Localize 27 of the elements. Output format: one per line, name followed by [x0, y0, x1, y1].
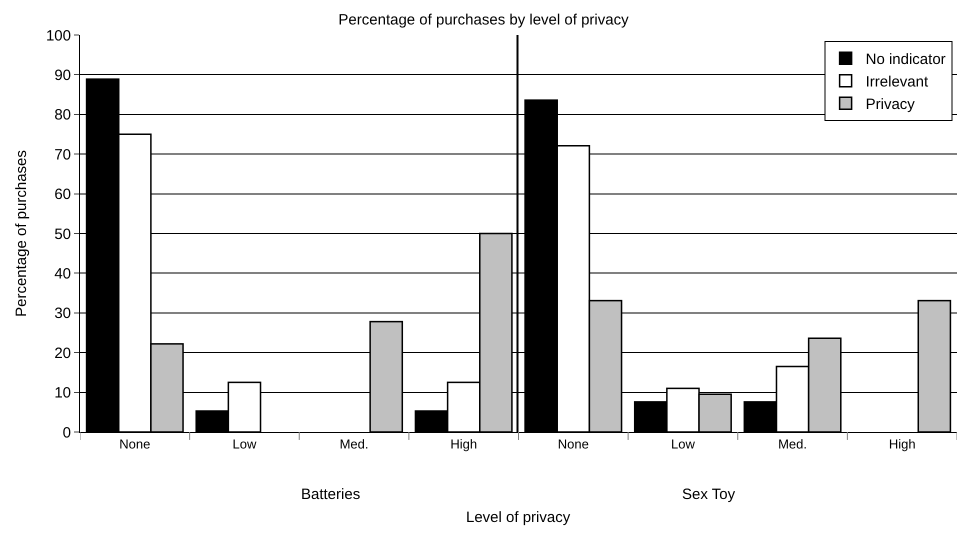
text: Sex Toy [682, 486, 736, 503]
x-tick-label: High [450, 436, 478, 452]
y-tick-label: 0 [62, 424, 71, 442]
chart-title: Percentage of purchases by level of privacy [338, 11, 630, 28]
x-tick-label: Med. [340, 436, 369, 452]
legend-label: Privacy [866, 96, 916, 114]
y-tick-label: 80 [54, 106, 71, 124]
x-tick-label: None [119, 436, 150, 452]
y-tick-label: 70 [54, 146, 71, 164]
x-axis-title: Level of privacy [466, 509, 571, 526]
x-tick-label: Low [232, 436, 257, 452]
x-tick-label: High [888, 436, 916, 452]
x-tick-label: Low [671, 436, 696, 452]
x-tick-label: Med. [778, 436, 808, 452]
y-tick-label: 100 [46, 27, 71, 44]
legend-label: No indicator [866, 51, 946, 68]
y-tick-label: 10 [54, 384, 71, 402]
y-axis-title: Percentage of purchases [13, 150, 30, 317]
x-tick-label: None [558, 436, 589, 452]
legend-label: Irrelevant [866, 74, 929, 91]
y-tick-label: 60 [54, 186, 71, 204]
y-tick-label: 40 [54, 265, 71, 282]
y-tick-label: 90 [54, 66, 71, 84]
y-tick-label: 20 [54, 344, 71, 362]
text: Batteries [301, 486, 360, 503]
y-tick-label: 50 [54, 226, 71, 243]
y-tick-label: 30 [54, 305, 71, 322]
